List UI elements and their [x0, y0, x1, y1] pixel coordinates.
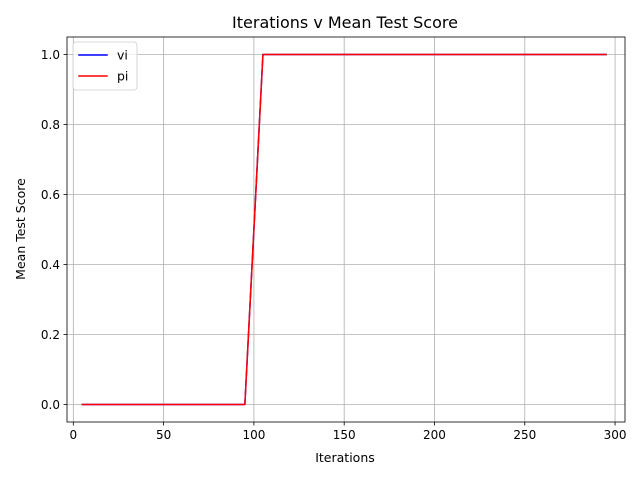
y-tick-label: 0.4 — [41, 258, 60, 272]
series-lines — [81, 53, 607, 406]
legend-label-vi: vi — [117, 48, 128, 63]
axis-ticks: 0 50 100 150 200 250 300 0.0 0.2 0.4 0.6 0.8 1.0 — [41, 48, 627, 442]
y-tick-label: 0.8 — [41, 118, 60, 132]
x-tick-label: 300 — [604, 428, 627, 442]
y-tick-label: 1.0 — [41, 48, 60, 62]
chart-title: Iterations v Mean Test Score — [232, 13, 458, 32]
legend-label-pi: pi — [117, 69, 128, 84]
y-tick-label: 0.6 — [41, 188, 60, 202]
x-tick-label: 150 — [333, 428, 356, 442]
series-line-pi — [81, 53, 607, 406]
x-tick-label: 50 — [156, 428, 171, 442]
y-tick-label: 0.2 — [41, 328, 60, 342]
legend: vi pi — [72, 41, 138, 91]
x-tick-label: 0 — [70, 428, 78, 442]
x-tick-label: 100 — [242, 428, 265, 442]
x-tick-label: 250 — [513, 428, 536, 442]
legend-box — [72, 41, 138, 91]
plot-frame — [66, 36, 626, 423]
x-axis-label: Iterations — [315, 450, 375, 465]
y-tick-label: 0.0 — [41, 398, 60, 412]
y-axis-label: Mean Test Score — [13, 178, 28, 280]
x-tick-label: 200 — [423, 428, 446, 442]
